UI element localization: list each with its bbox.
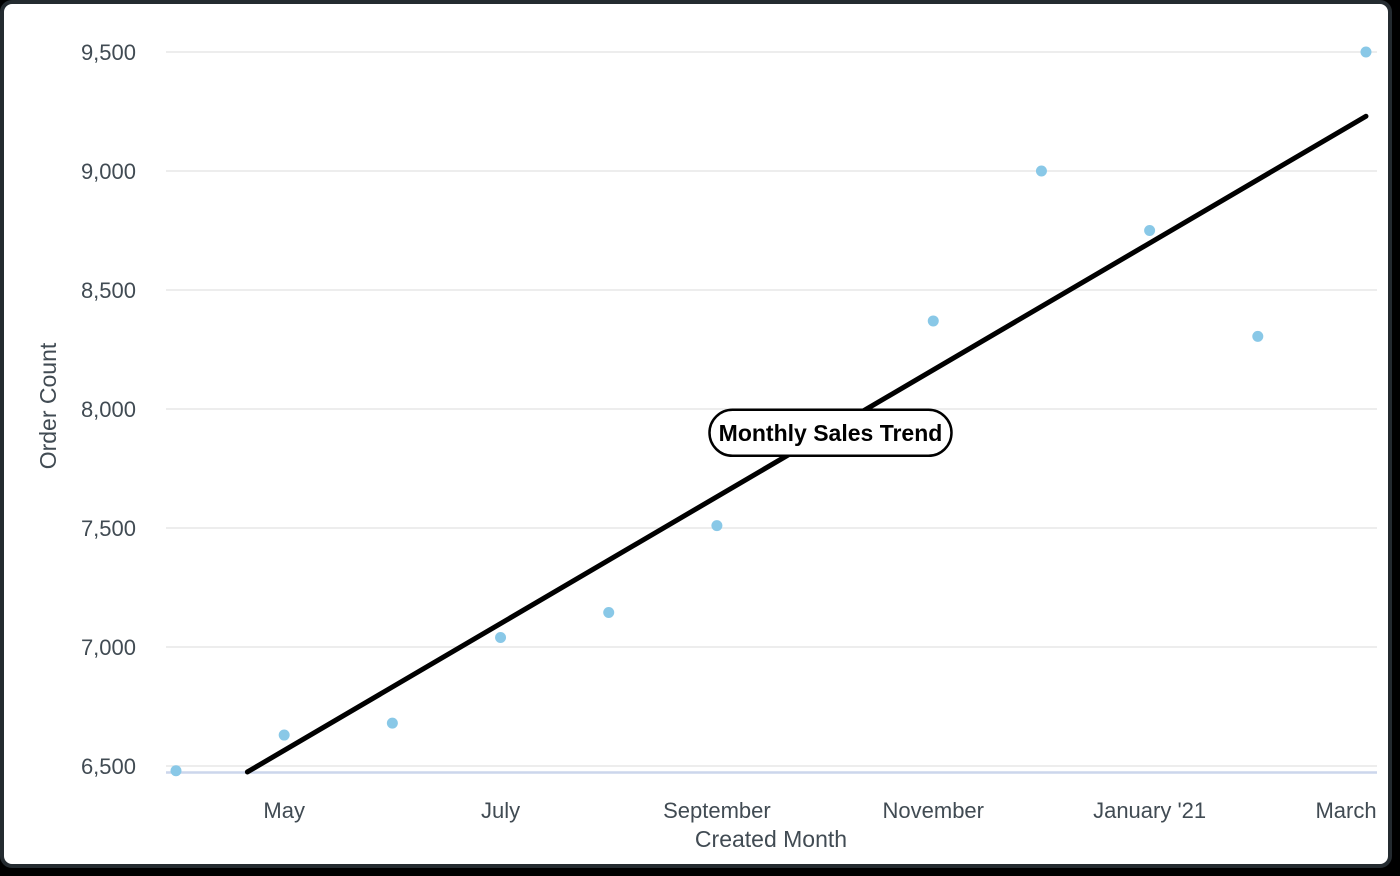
x-tick-label: May <box>263 798 305 823</box>
y-tick-label: 9,000 <box>81 159 136 184</box>
x-tick-label: March <box>1315 798 1376 823</box>
x-tick-label: November <box>883 798 984 823</box>
x-axis-title: Created Month <box>695 826 847 852</box>
scatter-point[interactable] <box>1144 225 1156 236</box>
scatter-point[interactable] <box>711 520 723 532</box>
y-tick-label: 7,500 <box>81 516 136 541</box>
scatter-point[interactable] <box>170 765 182 777</box>
scatter-point[interactable] <box>1252 330 1264 342</box>
x-tick-label: September <box>663 798 771 823</box>
trend-annotation-pill[interactable] <box>708 408 953 458</box>
x-tick-label: January '21 <box>1093 798 1206 823</box>
scatter-chart: 6,500 7,000 7,500 8,000 8,500 9,000 9,500 May Ju… <box>35 40 1377 852</box>
trend-annotation-label: Monthly Sales Trend <box>719 420 943 446</box>
x-tick-label: July <box>481 798 520 823</box>
y-tick-label: 8,000 <box>81 397 136 422</box>
scatter-point[interactable] <box>1035 165 1047 177</box>
scatter-point[interactable] <box>603 606 615 618</box>
y-tick-label: 7,000 <box>81 635 136 660</box>
scatter-point[interactable] <box>927 315 939 327</box>
y-tick-label: 9,500 <box>81 40 136 65</box>
scatter-point[interactable] <box>278 729 290 741</box>
scatter-point[interactable] <box>1360 46 1372 58</box>
scatter-point[interactable] <box>386 717 398 729</box>
scatter-point[interactable] <box>495 631 507 643</box>
y-tick-label: 6,500 <box>81 754 136 779</box>
y-axis-title: Order Count <box>35 342 61 469</box>
y-tick-label: 8,500 <box>81 278 136 303</box>
